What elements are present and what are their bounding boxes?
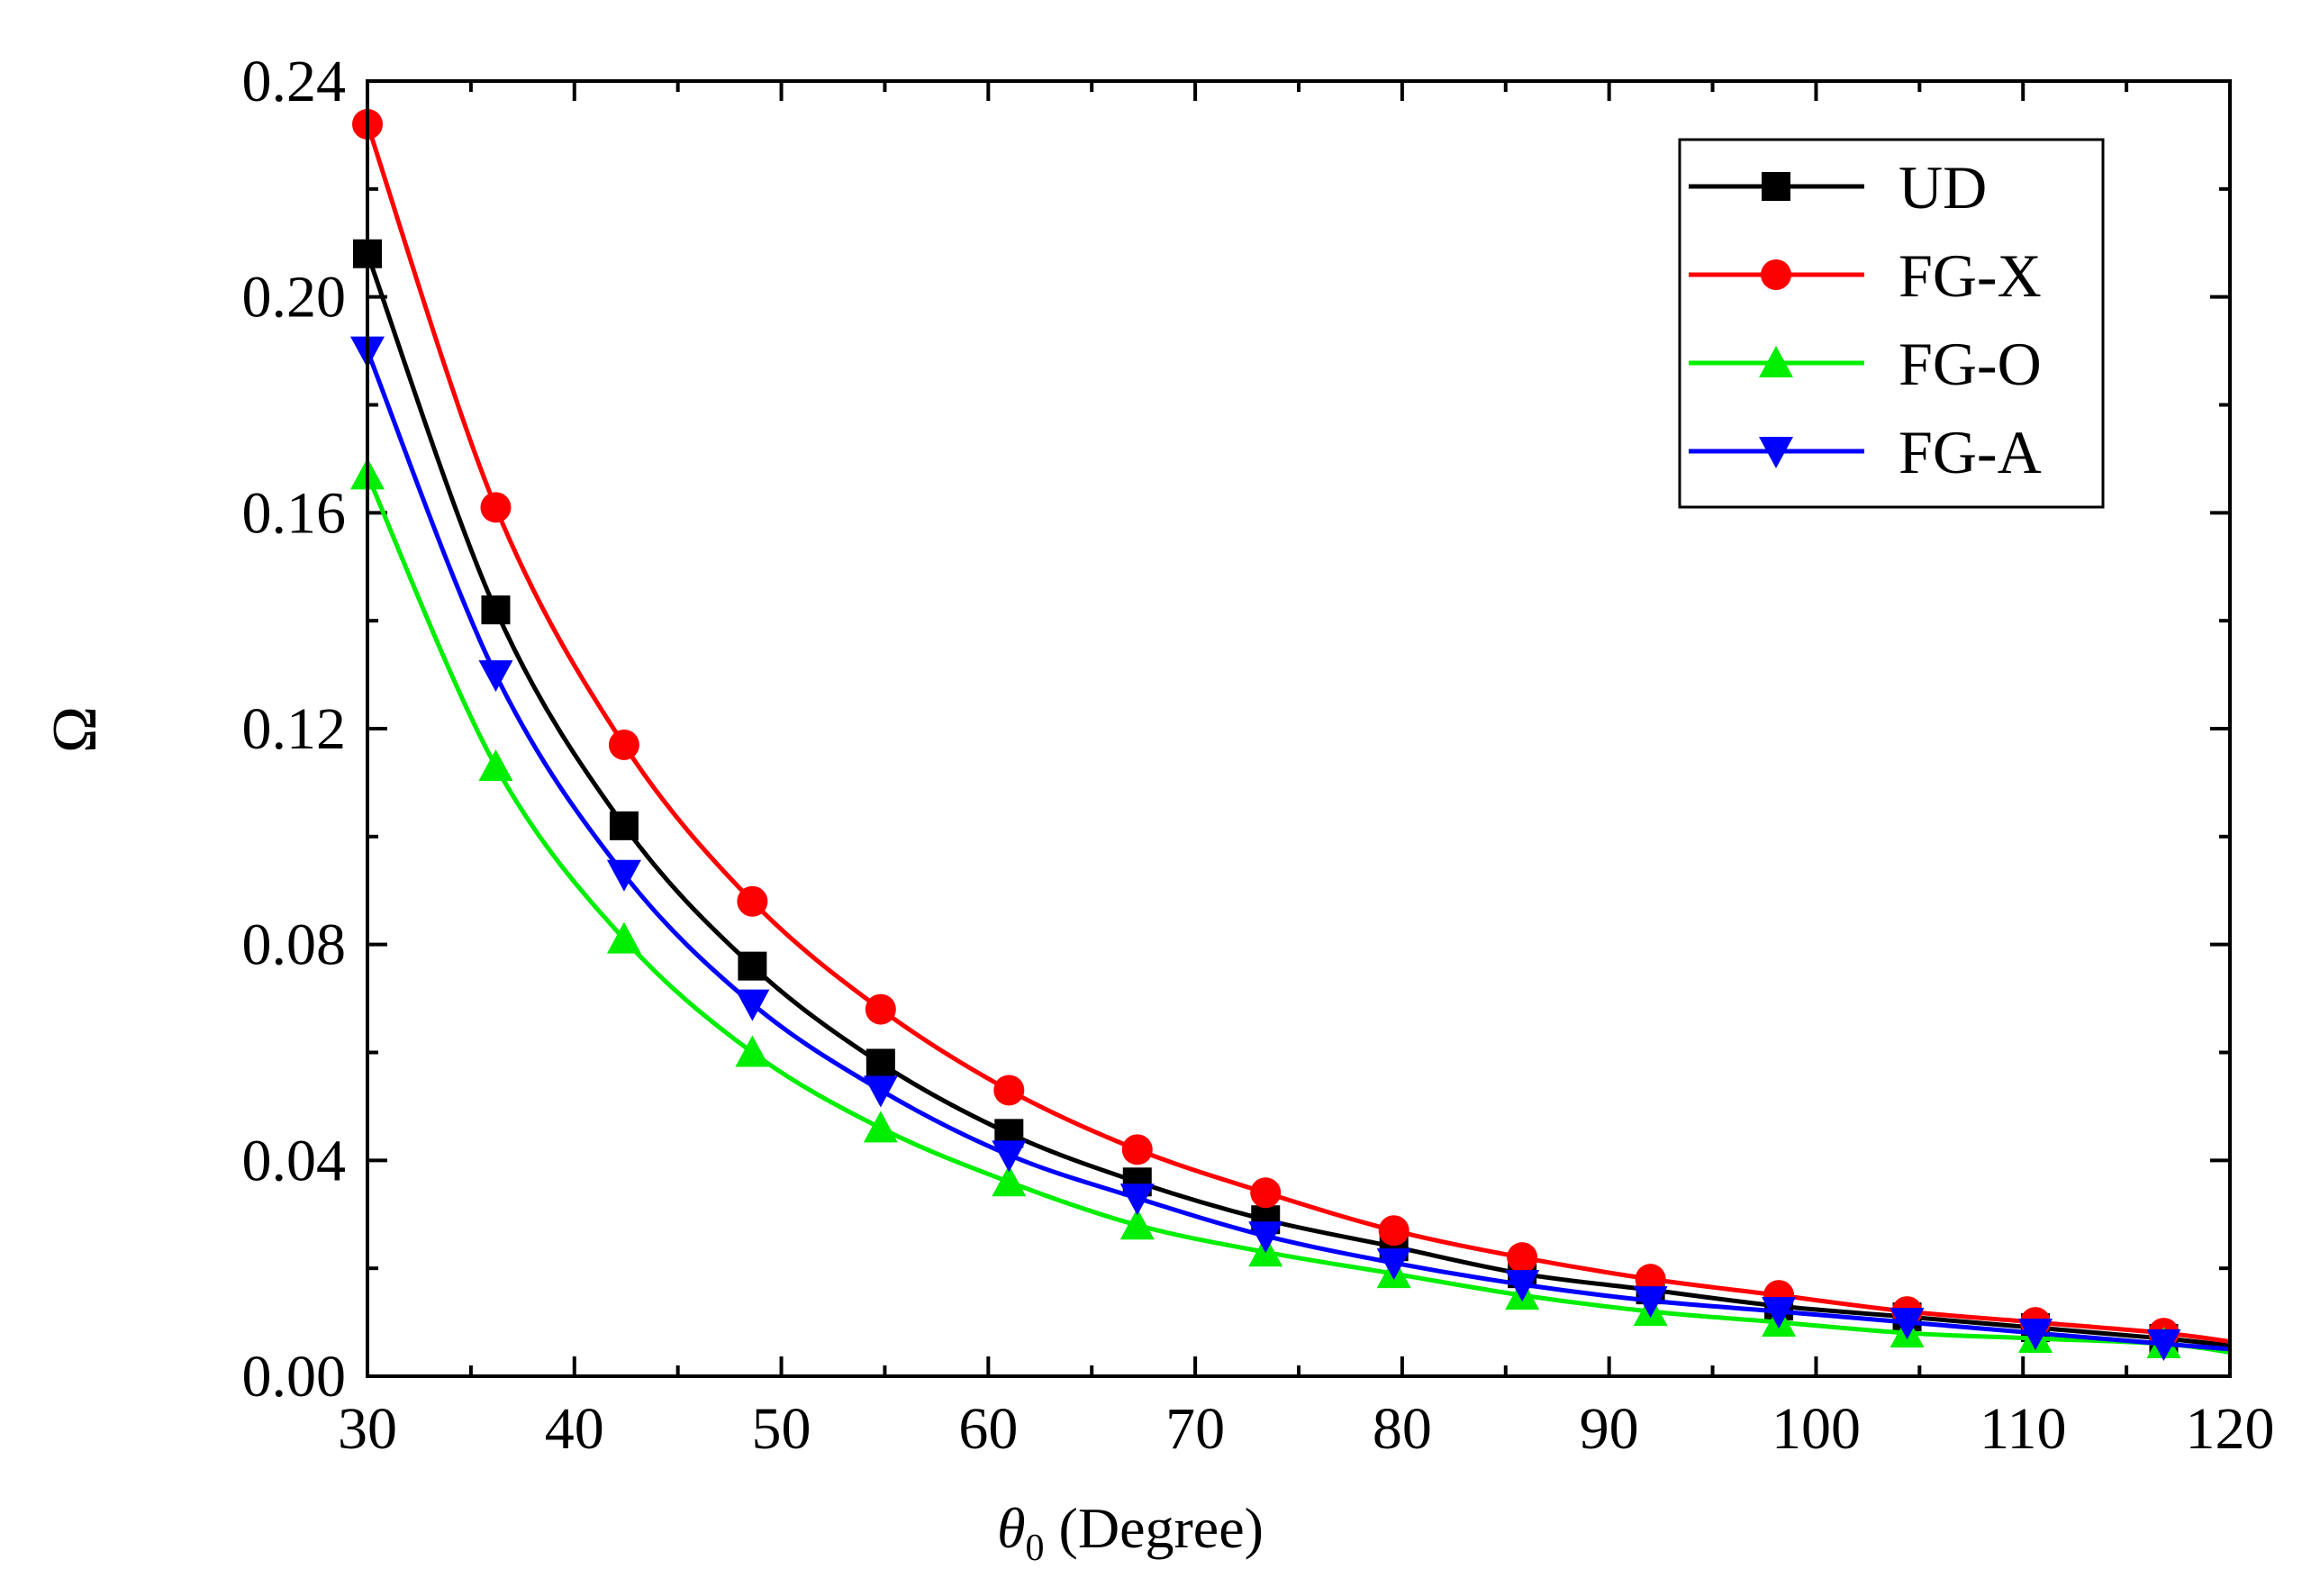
- data-point-fg-x: [480, 492, 512, 523]
- x-axis-label: θ0 (Degree): [997, 1496, 1264, 1569]
- data-point-fg-x: [737, 885, 768, 917]
- data-point-fg-a: [735, 989, 770, 1021]
- data-point-fg-a: [1633, 1286, 1668, 1319]
- series-fg-o: [350, 458, 2231, 1359]
- data-point-ud: [738, 951, 767, 981]
- y-tick-label: 0.16: [242, 480, 347, 546]
- x-tick-label: 90: [1580, 1396, 1639, 1462]
- legend-label: FG-A: [1899, 418, 2042, 486]
- x-tick-label: 110: [1980, 1396, 2067, 1462]
- data-point-ud: [609, 811, 639, 840]
- x-tick-label: 80: [1373, 1396, 1432, 1462]
- x-tick-label: 40: [545, 1396, 604, 1462]
- legend-entry-ud: UD: [1689, 153, 1987, 222]
- y-tick-label: 0.20: [242, 265, 347, 331]
- data-point-fg-o: [478, 748, 513, 781]
- legend-box: [1678, 138, 2105, 509]
- legend-label: FG-X: [1899, 241, 2042, 310]
- data-point-fg-a: [2018, 1319, 2053, 1351]
- plot-frame: [366, 79, 2232, 1378]
- data-point-fg-a: [1890, 1308, 1925, 1340]
- data-point-fg-o: [1119, 1208, 1155, 1240]
- legend-entry-fg-o: FG-O: [1689, 330, 2042, 398]
- y-tick-label: 0.24: [242, 49, 347, 114]
- x-axis-label-text: (Degree): [1045, 1496, 1264, 1560]
- data-point-fg-a: [1248, 1221, 1283, 1254]
- data-point-fg-x: [1250, 1177, 1282, 1209]
- x-tick-label: 70: [1165, 1396, 1225, 1462]
- y-axis-label: Ω: [41, 706, 110, 753]
- data-point-fg-x: [1378, 1215, 1409, 1247]
- y-tick-label: 0.04: [242, 1128, 347, 1193]
- data-point-fg-a: [992, 1140, 1027, 1173]
- data-point-fg-a: [1376, 1248, 1411, 1281]
- y-tick-label: 0.00: [242, 1344, 347, 1410]
- legend-marker: [1759, 437, 1793, 468]
- x-tick-label: 100: [1772, 1396, 1861, 1462]
- data-point-fg-a: [1505, 1270, 1540, 1302]
- x-tick-label: 50: [752, 1396, 811, 1462]
- legend-marker: [1762, 172, 1790, 201]
- legend-marker: [1759, 346, 1793, 377]
- series-line-fg-o: [365, 474, 2231, 1355]
- legend: UD FG-X FG-O FG-A: [1678, 138, 2105, 509]
- data-point-fg-a: [478, 660, 513, 693]
- legend-entry-fg-a: FG-A: [1689, 418, 2042, 486]
- data-point-fg-o: [992, 1165, 1027, 1197]
- x-axis-label-subscript: 0: [1026, 1528, 1045, 1569]
- y-tick-labels: 0.00 0.04 0.08 0.12 0.16 0.20 0.24: [242, 49, 347, 1410]
- series-layer: [350, 108, 2231, 1362]
- data-point-fg-x: [1507, 1242, 1538, 1274]
- x-tick-label: 60: [958, 1396, 1018, 1462]
- data-point-fg-a: [606, 859, 641, 892]
- legend-entry-fg-x: FG-X: [1689, 241, 2042, 310]
- x-tick-label: 120: [2186, 1396, 2275, 1462]
- data-point-fg-a: [1762, 1297, 1797, 1329]
- data-point-fg-x: [865, 993, 896, 1025]
- y-tick-label: 0.12: [242, 696, 347, 762]
- x-tick-label: 30: [338, 1396, 397, 1462]
- legend-label: FG-O: [1899, 330, 2042, 398]
- data-point-fg-x: [608, 729, 639, 760]
- data-point-ud: [481, 595, 511, 625]
- data-point-fg-x: [1121, 1134, 1153, 1165]
- legend-marker: [1761, 259, 1791, 290]
- data-point-fg-a: [863, 1075, 898, 1108]
- data-point-fg-o: [863, 1111, 898, 1143]
- data-point-fg-a: [1119, 1183, 1155, 1216]
- data-point-fg-a: [2146, 1329, 2181, 1362]
- x-tick-labels: 30 40 50 60 70 80 90 100 110 120: [338, 1396, 2275, 1462]
- legend-label: UD: [1899, 153, 1987, 222]
- y-tick-label: 0.08: [242, 912, 347, 978]
- x-axis-label-symbol: θ: [997, 1496, 1025, 1560]
- data-point-ud: [865, 1048, 895, 1078]
- data-point-fg-x: [993, 1075, 1025, 1106]
- data-point-fg-o: [606, 921, 641, 954]
- data-point-fg-o: [735, 1035, 770, 1067]
